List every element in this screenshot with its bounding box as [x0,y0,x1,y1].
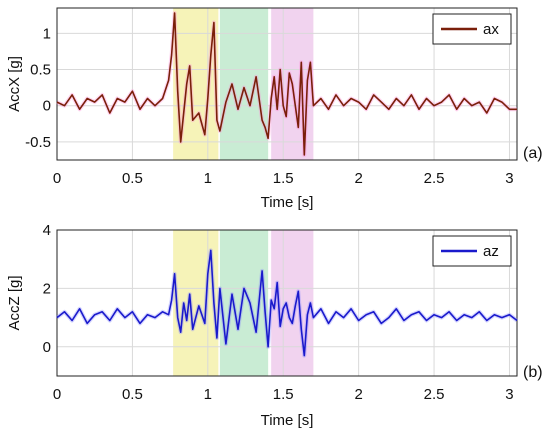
highlight-bands [173,230,314,376]
x-tick-label: 2 [354,170,362,187]
y-tick-labels: -0.5 0 0.5 1 [25,25,51,151]
y-tick-label: 0 [43,98,51,115]
x-axis-label: Time [s] [261,412,314,429]
series-line-az [56,249,518,357]
x-tick-labels: 0 0.5 1 1.5 2 2.5 3 [53,386,514,403]
y-tick-label: -0.5 [25,134,51,151]
legend-label-ax: ax [483,21,499,38]
panel-a-accx: 0 0.5 1 1.5 2 2.5 3 -0.5 0 0.5 1 Time [s] AccX [g… [6,7,543,211]
legend: ax [432,13,512,45]
series-lines [56,11,517,157]
x-axis-label: Time [s] [261,194,314,211]
x-tick-label: 0 [53,386,61,403]
x-tick-label: 2.5 [424,386,445,403]
x-tick-label: 3 [505,386,513,403]
x-tick-label: 1 [204,386,212,403]
plot-area-frame [56,7,518,161]
highlight-band-2 [219,8,269,160]
panel-label-b: (b) [523,364,543,381]
x-tick-label: 1 [204,170,212,187]
series-line-ax [56,12,517,156]
x-tick-label: 2 [354,386,362,403]
y-tick-label: 4 [43,222,51,239]
legend-label-az: az [483,243,499,260]
x-tick-label: 3 [505,170,513,187]
y-tick-label: 0.5 [30,62,51,79]
panel-b-accz: 0 0.5 1 1.5 2 2.5 3 0 2 4 Time [s] AccZ [g] az (… [6,222,543,429]
y-axis-label: AccZ [g] [6,275,23,330]
x-tick-label: 1.5 [273,386,294,403]
x-tick-label: 0 [53,170,61,187]
x-tick-label: 2.5 [424,170,445,187]
y-tick-label: 2 [43,280,51,297]
y-axis-label: AccX [g] [6,56,23,112]
y-tick-labels: 0 2 4 [43,222,51,356]
series-lines [55,248,519,358]
x-tick-label: 0.5 [122,386,143,403]
plot-area-frame [56,229,518,377]
legend: az [432,235,512,267]
y-tick-label: 0 [43,339,51,356]
y-tick-label: 1 [43,25,51,42]
panel-label-a: (a) [523,145,543,162]
x-tick-label: 0.5 [122,170,143,187]
x-tick-label: 1.5 [273,170,294,187]
x-tick-labels: 0 0.5 1 1.5 2 2.5 3 [53,170,514,187]
highlight-band-2 [219,230,269,376]
